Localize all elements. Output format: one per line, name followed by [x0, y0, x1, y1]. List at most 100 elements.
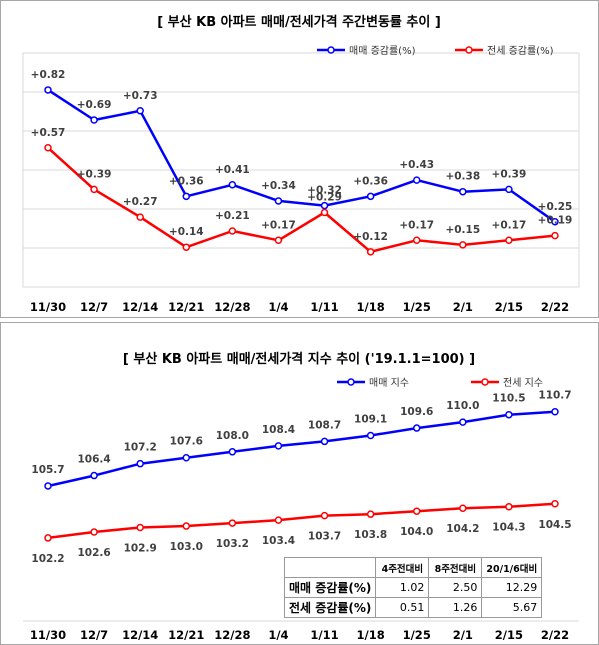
- series-marks: +0.82 +0.69 +0.73 +0.36 +0.41 +0.34 +0.32 +0.36…: [31, 69, 573, 256]
- data-label: +0.17: [261, 219, 296, 231]
- summary-table: 4주전대비 8주전대비 20/1/6대비 매매 증감률(%) 1.02 2.50…: [283, 557, 543, 618]
- data-point: [274, 236, 283, 244]
- summary-cell: 2.50: [428, 577, 483, 598]
- x-tick-label: 2/1: [453, 300, 473, 314]
- x-tick-label: 2/22: [541, 628, 569, 642]
- data-point: [90, 528, 98, 536]
- x-tick-label: 12/28: [214, 300, 250, 314]
- data-point: [228, 448, 237, 456]
- data-label: +0.39: [77, 168, 112, 180]
- data-label: 104.2: [446, 523, 479, 535]
- legend-label-jeonse: 전세 지수: [503, 377, 543, 389]
- summary-header-row: 4주전대비 8주전대비 20/1/6대비: [283, 557, 543, 578]
- data-label: 102.6: [77, 547, 110, 559]
- weekly-change-chart-panel: [ 부산 KB 아파트 매매/전세가격 주간변동률 추이 ] 매매 증감률(%)…: [0, 0, 599, 318]
- data-label: 104.3: [492, 522, 525, 534]
- x-tick-label: 12/21: [168, 300, 204, 314]
- data-label: +0.34: [261, 180, 296, 192]
- summary-cell: 5.67: [481, 597, 543, 618]
- data-point: [412, 424, 421, 432]
- data-point: [459, 241, 467, 249]
- data-point: [44, 534, 52, 542]
- data-label: 103.0: [170, 541, 203, 553]
- legend-marker-jeonse: [481, 378, 489, 386]
- data-label: 108.7: [308, 419, 341, 431]
- x-tick-label: 12/14: [122, 300, 158, 314]
- x-tick-label: 11/30: [30, 628, 66, 642]
- data-label: 105.7: [31, 464, 64, 476]
- x-tick-label: 2/15: [495, 628, 523, 642]
- data-label: +0.69: [77, 99, 112, 111]
- summary-cell: 1.02: [375, 577, 430, 598]
- data-point: [505, 236, 513, 244]
- x-tick-label: 1/25: [403, 300, 431, 314]
- data-label: +0.73: [123, 90, 158, 102]
- series-line-jeonse: [47, 502, 556, 540]
- summary-row-jeonse: 전세 증감률(%) 0.51 1.26 5.67: [283, 597, 543, 618]
- data-label: +0.32: [307, 185, 342, 197]
- data-label: +0.25: [538, 201, 573, 213]
- summary-header-4w: 4주전대비: [375, 557, 430, 578]
- x-tick-label: 12/7: [80, 628, 108, 642]
- summary-header-corner: [283, 557, 377, 578]
- x-tick-label: 2/22: [541, 300, 569, 314]
- data-point: [412, 176, 421, 184]
- data-label: +0.17: [492, 219, 527, 231]
- data-label: 103.8: [354, 529, 387, 541]
- data-label: 108.4: [262, 424, 295, 436]
- legend-marker-sale: [347, 378, 355, 386]
- data-point: [44, 86, 52, 94]
- x-tick-label: 11/30: [30, 300, 66, 314]
- data-label: +0.36: [169, 175, 204, 187]
- x-tick-label: 2/1: [453, 628, 473, 642]
- series-line-sale: [47, 88, 556, 223]
- summary-header-since: 20/1/6대비: [481, 557, 543, 578]
- x-axis-ticks: 11/30 12/7 12/14 12/21 12/28 1/4 1/11 1/18 1/25 2…: [30, 300, 569, 314]
- data-point: [136, 523, 144, 532]
- data-label: 103.4: [262, 535, 295, 547]
- data-label: 104.5: [538, 519, 571, 531]
- gridlines: [23, 91, 579, 249]
- data-point: [44, 482, 52, 490]
- data-point: [182, 453, 191, 462]
- data-label: +0.14: [169, 226, 204, 238]
- legend-marker-jeonse: [465, 46, 473, 54]
- data-point: [136, 107, 144, 115]
- data-label: +0.39: [492, 168, 527, 180]
- data-point: [505, 502, 513, 511]
- data-point: [90, 471, 98, 480]
- data-point: [551, 218, 559, 226]
- x-tick-label: 1/4: [268, 300, 288, 314]
- data-point: [366, 192, 375, 201]
- series-marks: 105.7 106.4 107.2 107.6 108.0 108.4 108.7 109.1…: [31, 390, 571, 565]
- data-label: 110.0: [446, 400, 479, 412]
- data-point: [505, 185, 513, 194]
- weekly-change-chart: [ 부산 KB 아파트 매매/전세가격 주간변동률 추이 ] 매매 증감률(%)…: [22, 14, 580, 314]
- chart-title: [ 부산 KB 아파트 매매/전세가격 주간변동률 추이 ]: [157, 14, 441, 30]
- data-label: +0.21: [215, 210, 250, 222]
- data-point: [228, 181, 237, 189]
- data-point: [320, 201, 329, 210]
- data-label: +0.43: [399, 159, 434, 171]
- data-point: [459, 187, 467, 196]
- x-tick-label: 1/18: [357, 300, 385, 314]
- data-label: 108.0: [216, 430, 249, 442]
- data-point: [551, 500, 559, 508]
- x-axis-ticks: 11/30 12/7 12/14 12/21 12/28 1/4 1/11 1/18 1/25 2…: [30, 628, 569, 642]
- data-label: +0.15: [445, 224, 480, 236]
- data-point: [551, 407, 559, 416]
- data-point: [90, 116, 98, 124]
- data-label: 103.2: [216, 538, 249, 550]
- data-point: [320, 511, 329, 520]
- data-point: [44, 144, 52, 152]
- data-label: 102.9: [124, 543, 157, 555]
- legend-label-sale: 매매 증감률(%): [349, 45, 416, 57]
- chart-title: [ 부산 KB 아파트 매매/전세가격 지수 추이 ('19.1.1=100) …: [123, 351, 475, 367]
- index-chart-panel: [ 부산 KB 아파트 매매/전세가격 지수 추이 ('19.1.1=100) …: [0, 322, 599, 645]
- data-label: +0.41: [215, 164, 250, 176]
- data-point: [274, 516, 283, 524]
- legend-marker-sale: [327, 46, 335, 54]
- data-point: [412, 507, 421, 515]
- data-label: +0.12: [353, 231, 388, 243]
- x-tick-label: 12/21: [168, 628, 204, 642]
